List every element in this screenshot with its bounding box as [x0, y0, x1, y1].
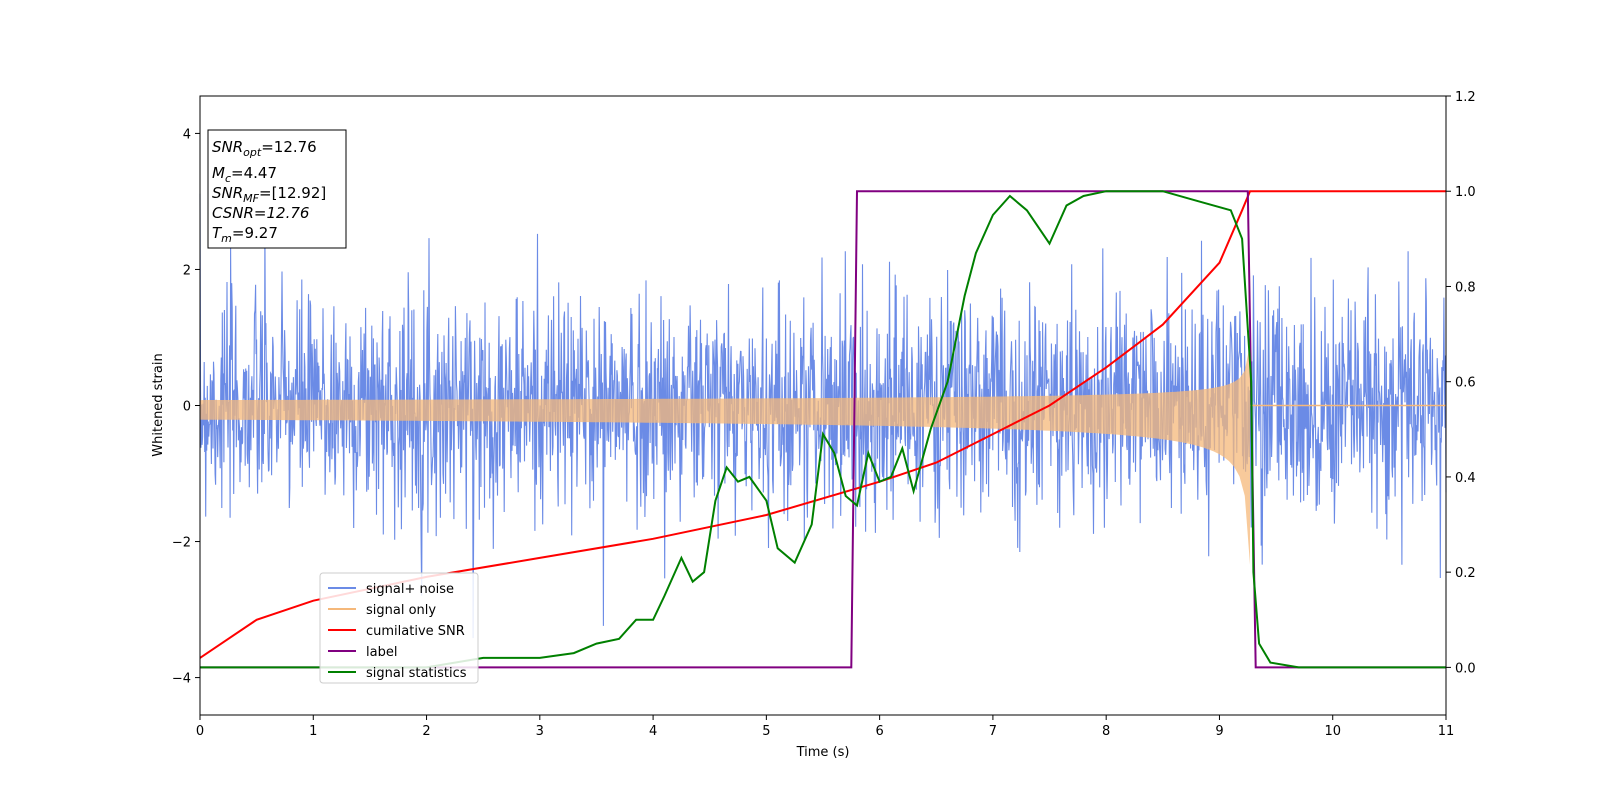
info-mc-label: M: [212, 164, 225, 182]
y-axis-left: 4 2 0 −2 −4: [172, 127, 200, 687]
legend-signal-noise-text: signal+ noise: [366, 582, 454, 597]
series-signal-only: [200, 344, 1250, 565]
y-right-tick-label: 0.8: [1455, 280, 1476, 295]
legend-signal-only-text: signal only: [366, 603, 436, 618]
x-tick-label: 8: [1102, 724, 1110, 739]
legend-label-text: label: [366, 645, 397, 660]
x-tick-label: 9: [1215, 724, 1223, 739]
svg-text:Mc=4.47: Mc=4.47: [212, 164, 277, 185]
x-tick-label: 5: [762, 724, 770, 739]
y-right-tick-label: 1.0: [1455, 185, 1476, 200]
info-snr-mf-value: =[12.92]: [259, 184, 326, 202]
info-tm-label: T: [212, 224, 223, 242]
svg-text:Tm=9.27: Tm=9.27: [212, 224, 278, 245]
y-left-tick-label: −4: [172, 672, 191, 687]
info-snr-mf-label: SNR: [212, 184, 243, 202]
y-left-tick-label: 2: [183, 263, 191, 278]
x-tick-label: 0: [196, 724, 204, 739]
legend-cumulative-snr-text: cumilative SNR: [366, 624, 465, 639]
info-mc-value: =4.47: [231, 164, 277, 182]
legend-signal-statistics-text: signal statistics: [366, 666, 467, 681]
info-box: SNRopt=12.76 Mc=4.47 SNRMF=[12.92] CSNR=…: [207, 129, 347, 249]
info-snr-mf-sub: MF: [243, 192, 259, 205]
series-label: [200, 190, 1446, 669]
info-mc-sub: c: [225, 172, 231, 185]
info-tm-sub: m: [221, 232, 232, 245]
y-right-tick-label: 1.2: [1455, 90, 1476, 105]
x-tick-label: 11: [1438, 724, 1455, 739]
y-axis-label: Whitened strain: [151, 353, 166, 456]
y-right-tick-label: 0.0: [1455, 661, 1476, 676]
y-left-tick-label: 0: [183, 400, 191, 415]
info-snr-opt-value: =12.76: [261, 138, 317, 156]
x-tick-label: 7: [989, 724, 997, 739]
x-tick-label: 3: [536, 724, 544, 739]
svg-text:SNRMF=[12.92]: SNRMF=[12.92]: [212, 184, 326, 205]
y-left-tick-label: 4: [183, 127, 191, 142]
info-snr-opt-sub: opt: [243, 146, 262, 159]
x-axis-label: Time (s): [796, 745, 850, 760]
info-csnr: CSNR=12.76: [212, 204, 309, 222]
y-right-tick-label: 0.2: [1455, 566, 1476, 581]
x-axis: 0 1 2 3 4 5 6 7 8 9 10 11: [196, 715, 1454, 739]
info-tm-value: =9.27: [232, 224, 278, 242]
series-signal-statistics: [200, 190, 1446, 669]
y-right-tick-label: 0.6: [1455, 376, 1476, 391]
legend: signal+ noise signal only cumilative SNR la…: [319, 572, 479, 684]
info-snr-opt-label: SNR: [212, 138, 243, 156]
x-tick-label: 10: [1324, 724, 1341, 739]
x-tick-label: 4: [649, 724, 657, 739]
y-left-tick-label: −2: [172, 536, 191, 551]
series-signal-noise: [199, 193, 1447, 639]
svg-text:SNRopt=12.76: SNRopt=12.76: [212, 138, 317, 159]
y-axis-right: 0.0 0.2 0.4 0.6 0.8 1.0 1.2: [1446, 90, 1476, 676]
x-tick-label: 2: [422, 724, 430, 739]
y-right-tick-label: 0.4: [1455, 471, 1476, 486]
x-tick-label: 1: [309, 724, 317, 739]
x-tick-label: 6: [875, 724, 883, 739]
